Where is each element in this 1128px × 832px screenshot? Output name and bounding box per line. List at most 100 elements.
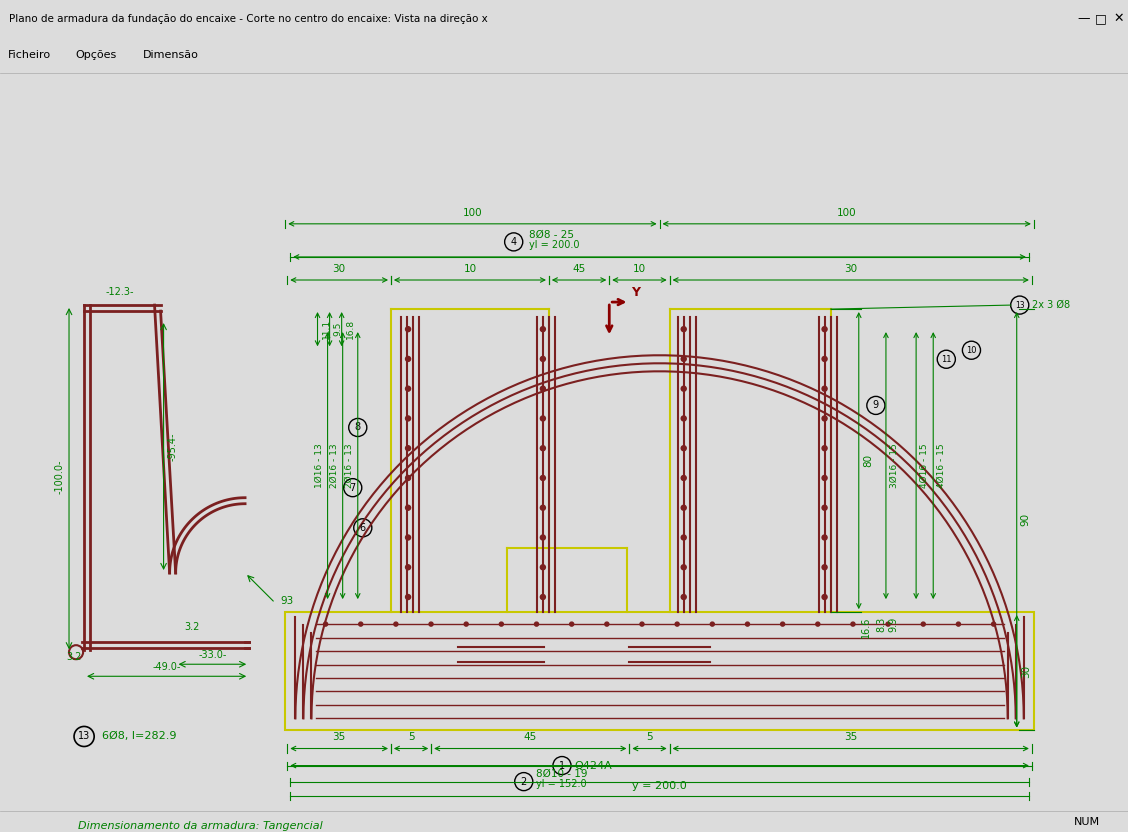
Bar	[285, 612, 1034, 730]
Text: Dimensão: Dimensão	[143, 50, 200, 61]
Circle shape	[822, 386, 827, 391]
Circle shape	[816, 622, 820, 626]
Circle shape	[429, 622, 433, 626]
Circle shape	[822, 565, 827, 570]
Text: 1: 1	[559, 760, 565, 770]
Circle shape	[992, 622, 996, 626]
Text: Plano de armadura da fundação do encaixe - Corte no centro do encaixe: Vista na : Plano de armadura da fundação do encaixe…	[9, 13, 487, 24]
Circle shape	[711, 622, 714, 626]
Text: 8.3: 8.3	[876, 617, 885, 632]
Text: 16.8: 16.8	[345, 319, 354, 339]
Circle shape	[406, 595, 411, 600]
Text: 9.5: 9.5	[334, 322, 343, 336]
Text: 35: 35	[333, 732, 346, 742]
Text: 3Ø16 - 15: 3Ø16 - 15	[890, 443, 899, 488]
Text: 5: 5	[646, 732, 653, 742]
Circle shape	[605, 622, 609, 626]
Text: yl = 200.0: yl = 200.0	[529, 240, 580, 250]
Text: 90: 90	[1021, 513, 1031, 527]
Text: 1Ø16 - 13: 1Ø16 - 13	[315, 443, 324, 488]
Circle shape	[681, 386, 686, 391]
Circle shape	[540, 475, 545, 481]
Circle shape	[465, 622, 468, 626]
Circle shape	[406, 535, 411, 540]
Circle shape	[922, 622, 925, 626]
Text: y = 200.0: y = 200.0	[632, 780, 687, 790]
Circle shape	[394, 622, 398, 626]
Text: 11.1: 11.1	[321, 319, 331, 339]
Circle shape	[406, 505, 411, 510]
Text: NUM: NUM	[1074, 816, 1100, 827]
Circle shape	[822, 505, 827, 510]
Text: 30: 30	[333, 264, 345, 274]
Text: 45: 45	[523, 732, 537, 742]
Text: 30: 30	[1021, 665, 1031, 678]
Text: 93: 93	[280, 596, 293, 606]
Text: Y: Y	[632, 286, 641, 299]
Text: 8Ø8 - 25: 8Ø8 - 25	[529, 230, 574, 240]
Text: 11: 11	[941, 354, 952, 364]
Text: 3.2: 3.2	[185, 622, 200, 632]
Circle shape	[406, 356, 411, 361]
Text: 3.2: 3.2	[67, 652, 81, 662]
Circle shape	[681, 416, 686, 421]
Circle shape	[406, 475, 411, 481]
Text: —: —	[1077, 12, 1090, 25]
Circle shape	[540, 595, 545, 600]
Circle shape	[681, 356, 686, 361]
Circle shape	[681, 535, 686, 540]
Text: 9: 9	[873, 400, 879, 410]
Circle shape	[822, 475, 827, 481]
Text: 35: 35	[844, 732, 857, 742]
Text: 80: 80	[863, 454, 873, 467]
Text: 13: 13	[1015, 300, 1024, 310]
Circle shape	[500, 622, 503, 626]
Circle shape	[540, 535, 545, 540]
Circle shape	[681, 505, 686, 510]
Text: 100: 100	[462, 208, 483, 218]
Text: 10: 10	[633, 264, 646, 274]
Circle shape	[822, 356, 827, 361]
Text: Q424A: Q424A	[574, 760, 611, 770]
Text: 5: 5	[407, 732, 414, 742]
Text: 16.6: 16.6	[861, 617, 871, 638]
Text: Dimensionamento da armadura: Tangencial: Dimensionamento da armadura: Tangencial	[78, 821, 323, 831]
Circle shape	[406, 565, 411, 570]
Circle shape	[746, 622, 749, 626]
Circle shape	[540, 565, 545, 570]
Circle shape	[640, 622, 644, 626]
Circle shape	[781, 622, 785, 626]
Circle shape	[359, 622, 363, 626]
Circle shape	[540, 505, 545, 510]
Text: 10: 10	[464, 264, 476, 274]
Text: 30: 30	[844, 264, 857, 274]
Circle shape	[540, 416, 545, 421]
Circle shape	[406, 327, 411, 332]
Text: 13: 13	[78, 731, 90, 741]
Circle shape	[406, 416, 411, 421]
Circle shape	[681, 475, 686, 481]
Text: ✕: ✕	[1113, 12, 1123, 25]
Text: yl = 152.0: yl = 152.0	[536, 779, 587, 789]
Circle shape	[681, 446, 686, 451]
Text: 2Ø16 - 13: 2Ø16 - 13	[345, 443, 354, 488]
Circle shape	[540, 446, 545, 451]
Text: 4: 4	[511, 237, 517, 247]
Circle shape	[957, 622, 960, 626]
Text: -100.0-: -100.0-	[55, 459, 65, 494]
Text: 10: 10	[967, 346, 977, 354]
Circle shape	[406, 446, 411, 451]
Text: -95.4-: -95.4-	[168, 433, 177, 461]
Circle shape	[535, 622, 538, 626]
Text: 2x 3 Ø8: 2x 3 Ø8	[1032, 300, 1070, 310]
Circle shape	[822, 327, 827, 332]
Circle shape	[822, 595, 827, 600]
Circle shape	[324, 622, 327, 626]
Circle shape	[851, 622, 855, 626]
Text: 100: 100	[837, 208, 856, 218]
Circle shape	[676, 622, 679, 626]
Text: -49.0-: -49.0-	[152, 662, 180, 672]
Circle shape	[681, 595, 686, 600]
Text: □: □	[1095, 12, 1107, 25]
Text: -33.0-: -33.0-	[199, 651, 227, 661]
